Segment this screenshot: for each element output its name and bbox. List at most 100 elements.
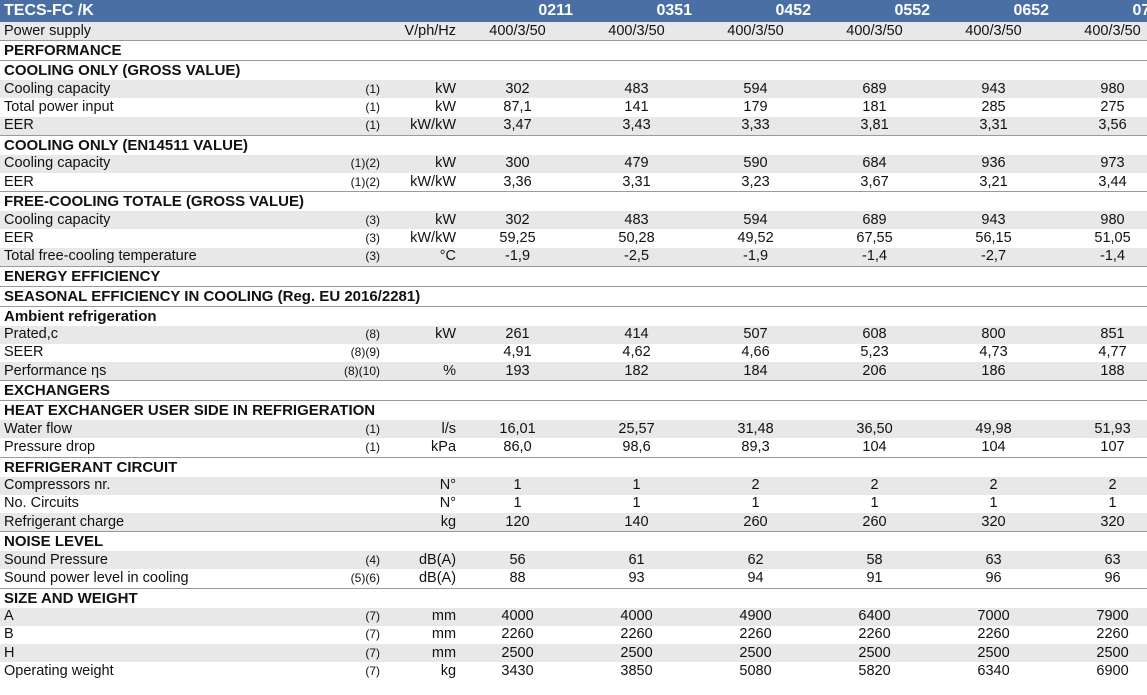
cell-value: 260 — [696, 513, 816, 532]
model-header: 0652 — [934, 0, 1054, 22]
row-label: Cooling capacity — [0, 154, 300, 173]
section-heading: SIZE AND WEIGHT — [0, 587, 1147, 608]
row-unit: kW — [384, 80, 459, 99]
table-row: Water flow (1) l/s 16,01 25,57 31,48 36,50 49,9… — [0, 420, 1147, 439]
section-row: COOLING ONLY (GROSS VALUE) — [0, 60, 1147, 81]
row-unit: dB(A) — [384, 551, 459, 570]
cell-value: 186 — [934, 362, 1054, 381]
cell-value: 2260 — [815, 625, 935, 644]
row-label: Compressors nr. — [0, 476, 300, 495]
cell-value: 104 — [934, 438, 1054, 458]
cell-value: 943 — [934, 211, 1054, 230]
row-note: (1) — [300, 98, 384, 117]
section-row: SEASONAL EFFICIENCY IN COOLING (Reg. EU … — [0, 285, 1147, 307]
row-note: (7) — [300, 625, 384, 644]
cell-value: 56 — [458, 551, 578, 570]
cell-value: 3,36 — [458, 172, 578, 192]
cell-value: 107 — [1053, 438, 1147, 458]
row-label: Total free-cooling temperature — [0, 247, 300, 267]
row-note: (1)(2) — [300, 154, 384, 173]
row-unit — [384, 343, 459, 363]
cell-value: 86,0 — [458, 438, 578, 458]
cell-value: 1 — [458, 476, 578, 495]
cell-value: 3,21 — [934, 172, 1054, 192]
row-note: (8)(10) — [300, 362, 384, 381]
cell-value: 2500 — [458, 643, 578, 663]
cell-value: 5,23 — [815, 343, 935, 363]
section-row: NOISE LEVEL — [0, 531, 1147, 552]
cell-value: 684 — [815, 154, 935, 173]
cell-value: 16,01 — [458, 420, 578, 439]
cell-value: 179 — [696, 98, 816, 117]
cell-value: 2 — [1053, 476, 1147, 495]
cell-value: 973 — [1053, 154, 1147, 173]
cell-value: 56,15 — [934, 229, 1054, 248]
cell-value: 943 — [934, 80, 1054, 99]
cell-value: 88 — [458, 569, 578, 589]
row-label: EER — [0, 116, 300, 136]
cell-value: 689 — [815, 211, 935, 230]
cell-value: 6340 — [934, 662, 1054, 681]
cell-value: 936 — [934, 154, 1054, 173]
row-label: Water flow — [0, 420, 300, 439]
row-unit: kW/kW — [384, 229, 459, 248]
table-row: Total power input (1) kW 87,1 141 179 181 285 27… — [0, 98, 1147, 117]
row-note — [300, 476, 384, 495]
row-unit: °C — [384, 247, 459, 267]
cell-value: 7000 — [934, 607, 1054, 626]
row-unit: kW — [384, 325, 459, 344]
section-heading: COOLING ONLY (GROSS VALUE) — [0, 60, 1147, 81]
row-label: EER — [0, 229, 300, 248]
row-label: B — [0, 625, 300, 644]
cell-value: 285 — [934, 98, 1054, 117]
cell-value: 2500 — [696, 643, 816, 663]
table-row: Pressure drop (1) kPa 86,0 98,6 89,3 104 104 107 — [0, 438, 1147, 458]
cell-value: 4,91 — [458, 343, 578, 363]
cell-value: 96 — [1053, 569, 1147, 589]
cell-value: 61 — [577, 551, 697, 570]
cell-value: 184 — [696, 362, 816, 381]
cell-value: 400/3/50 — [815, 22, 935, 41]
cell-value: 1 — [934, 494, 1054, 513]
row-unit: V/ph/Hz — [384, 22, 459, 41]
cell-value: 58 — [815, 551, 935, 570]
row-note: (3) — [300, 229, 384, 248]
row-label: Cooling capacity — [0, 211, 300, 230]
model-header: 0211 — [458, 0, 578, 22]
section-row: Ambient refrigeration — [0, 305, 1147, 326]
row-note: (1) — [300, 116, 384, 136]
row-label: Sound Pressure — [0, 551, 300, 570]
row-note: (8)(9) — [300, 343, 384, 363]
row-unit: l/s — [384, 420, 459, 439]
table-row: No. Circuits N° 1 1 1 1 1 1 — [0, 494, 1147, 513]
cell-value: 96 — [934, 569, 1054, 589]
table-row: Sound Pressure (4) dB(A) 56 61 62 58 63 63 — [0, 551, 1147, 570]
model-header: 0712 — [1053, 0, 1147, 22]
section-heading: FREE-COOLING TOTALE (GROSS VALUE) — [0, 191, 1147, 212]
row-note: (3) — [300, 211, 384, 230]
cell-value: 120 — [458, 513, 578, 532]
section-heading: PERFORMANCE — [0, 40, 1147, 61]
cell-value: 320 — [1053, 513, 1147, 532]
cell-value: 62 — [696, 551, 816, 570]
cell-value: 59,25 — [458, 229, 578, 248]
cell-value: 2260 — [458, 625, 578, 644]
cell-value: 3430 — [458, 662, 578, 681]
cell-value: 3,43 — [577, 116, 697, 136]
section-heading: SEASONAL EFFICIENCY IN COOLING (Reg. EU … — [0, 285, 1147, 307]
row-label: Operating weight — [0, 662, 300, 681]
row-unit: kW/kW — [384, 116, 459, 136]
cell-value: 7900 — [1053, 607, 1147, 626]
cell-value: 193 — [458, 362, 578, 381]
cell-value: 507 — [696, 325, 816, 344]
row-unit: N° — [384, 494, 459, 513]
spec-table: TECS-FC /K 0211 0351 0452 0552 0652 0712… — [0, 0, 1147, 681]
cell-value: 275 — [1053, 98, 1147, 117]
cell-value: 63 — [1053, 551, 1147, 570]
row-label: SEER — [0, 343, 300, 363]
section-row: COOLING ONLY (EN14511 VALUE) — [0, 134, 1147, 155]
cell-value: 594 — [696, 80, 816, 99]
cell-value: 91 — [815, 569, 935, 589]
cell-value: 25,57 — [577, 420, 697, 439]
cell-value: 400/3/50 — [577, 22, 697, 41]
